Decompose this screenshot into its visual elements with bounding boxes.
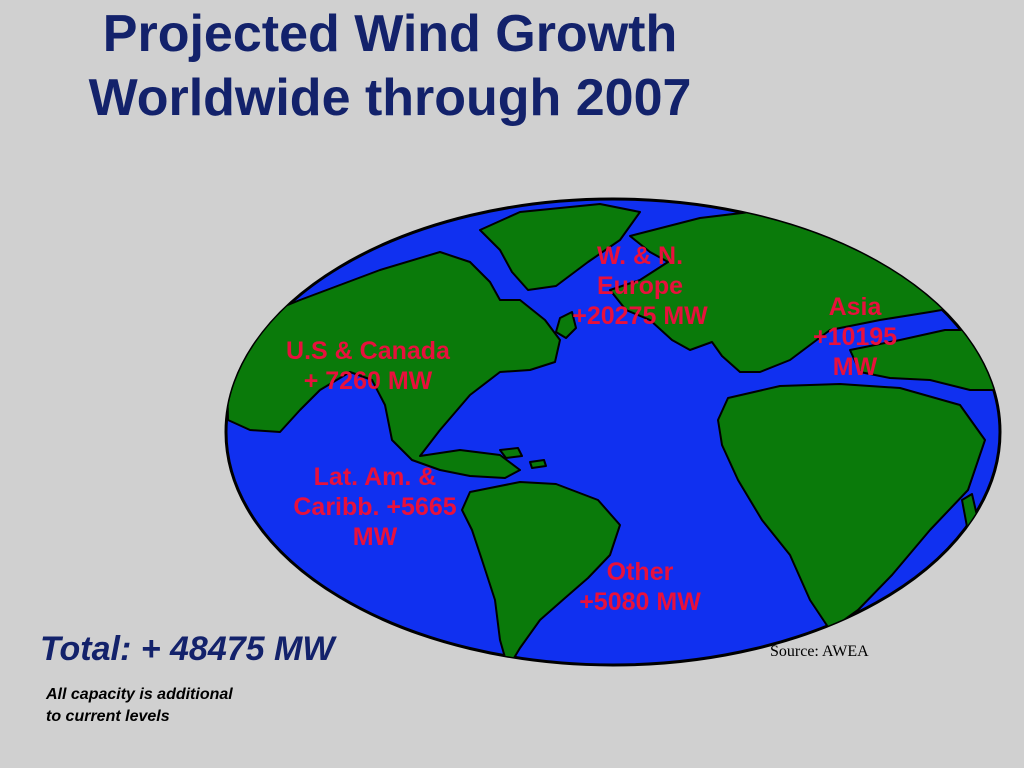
total-capacity: Total: + 48475 MW (40, 630, 335, 668)
region-label-line: +20275 MW (572, 302, 708, 330)
source-credit: Source: AWEA (770, 643, 869, 660)
greenland-landmass (479, 203, 641, 291)
region-label-asia: Asia +10195 MW (790, 292, 920, 382)
region-label-us-canada: U.S & Canada + 7260 MW (258, 336, 478, 396)
footnote-line-2: to current levels (46, 708, 170, 725)
region-label-line: +5080 MW (579, 588, 701, 616)
footnote-line-1: All capacity is additional (46, 686, 233, 703)
region-label-line: Other (606, 558, 674, 586)
region-label-line: U.S & Canada (286, 337, 450, 365)
region-label-latin-america: Lat. Am. & Caribb. +5665 MW (265, 462, 485, 552)
africa-landmass (717, 383, 986, 631)
south-america-landmass (461, 481, 621, 665)
north-america-landmass (226, 251, 561, 479)
caribbean-island-2 (529, 459, 547, 469)
asia-landmass (849, 329, 1000, 391)
region-label-line: Europe (596, 272, 684, 300)
region-label-other: Other +5080 MW (550, 557, 730, 617)
title-line-2: Worldwide through 2007 (88, 69, 692, 127)
region-label-line: MW (352, 523, 398, 551)
footnote: All capacity is additional to current le… (46, 684, 233, 728)
region-label-line: MW (832, 353, 878, 381)
region-label-line: +10195 (812, 323, 898, 351)
slide-title: Projected Wind Growth Worldwide through … (30, 2, 750, 130)
uk-island (555, 311, 577, 339)
region-label-line: + 7260 MW (303, 367, 433, 395)
region-label-line: Asia (828, 293, 882, 321)
region-label-line: Caribb. +5665 (293, 493, 457, 521)
region-label-line: Lat. Am. & (313, 463, 437, 491)
region-label-europe: W. & N. Europe +20275 MW (540, 241, 740, 331)
title-line-1: Projected Wind Growth (102, 5, 678, 63)
caribbean-island-1 (499, 447, 523, 459)
region-label-line: W. & N. (596, 242, 684, 270)
